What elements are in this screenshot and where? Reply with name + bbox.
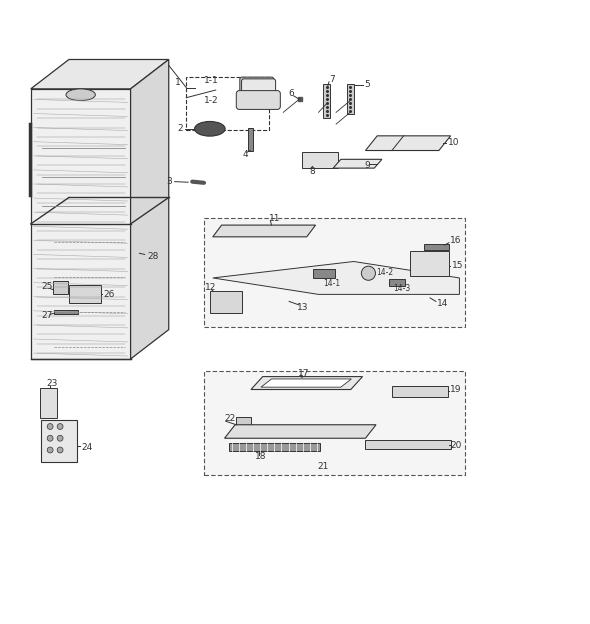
Polygon shape xyxy=(31,89,130,359)
Text: 10: 10 xyxy=(448,139,459,147)
Polygon shape xyxy=(213,225,316,237)
Bar xyxy=(69,285,101,303)
Bar xyxy=(365,440,451,449)
Text: 12: 12 xyxy=(205,283,216,292)
Text: 14-2: 14-2 xyxy=(376,268,393,276)
Text: 2: 2 xyxy=(178,124,183,134)
Text: 5: 5 xyxy=(364,80,370,89)
Bar xyxy=(54,310,78,314)
Text: 6: 6 xyxy=(288,89,294,98)
Bar xyxy=(409,251,450,276)
Polygon shape xyxy=(333,159,382,168)
Text: 23: 23 xyxy=(47,379,58,388)
Text: 1-2: 1-2 xyxy=(204,96,219,105)
Bar xyxy=(53,281,68,295)
Text: 8: 8 xyxy=(309,167,315,175)
Circle shape xyxy=(361,266,375,280)
Bar xyxy=(41,420,77,462)
Circle shape xyxy=(47,436,53,441)
Circle shape xyxy=(47,447,53,453)
Bar xyxy=(424,244,449,250)
Text: 15: 15 xyxy=(452,261,463,270)
Bar xyxy=(392,386,448,397)
Text: 1-1: 1-1 xyxy=(204,76,219,84)
Bar xyxy=(236,417,251,429)
Circle shape xyxy=(47,424,53,429)
Polygon shape xyxy=(261,379,352,387)
Bar xyxy=(389,278,405,286)
Bar xyxy=(230,443,320,451)
Text: 27: 27 xyxy=(41,311,53,320)
Text: 11: 11 xyxy=(268,213,280,223)
Circle shape xyxy=(57,436,63,441)
Text: 14: 14 xyxy=(437,300,448,308)
Polygon shape xyxy=(213,261,460,295)
FancyBboxPatch shape xyxy=(204,371,466,475)
Polygon shape xyxy=(365,136,451,150)
Polygon shape xyxy=(225,425,376,438)
Circle shape xyxy=(57,447,63,453)
Polygon shape xyxy=(31,59,169,89)
Bar xyxy=(210,291,242,313)
FancyBboxPatch shape xyxy=(240,77,274,92)
Text: 17: 17 xyxy=(298,369,309,378)
Text: 21: 21 xyxy=(317,462,329,471)
Text: 14-3: 14-3 xyxy=(394,284,411,293)
FancyBboxPatch shape xyxy=(236,90,280,109)
Bar xyxy=(347,84,354,114)
Ellipse shape xyxy=(66,89,96,100)
Text: 13: 13 xyxy=(297,303,308,312)
FancyBboxPatch shape xyxy=(241,79,276,94)
Text: 28: 28 xyxy=(147,251,158,261)
Text: 14-1: 14-1 xyxy=(323,280,340,288)
Text: 20: 20 xyxy=(450,441,461,451)
Text: 18: 18 xyxy=(255,452,267,461)
Bar xyxy=(40,388,57,417)
Text: 22: 22 xyxy=(225,414,236,423)
Text: 19: 19 xyxy=(450,385,461,394)
Text: 7: 7 xyxy=(329,75,335,84)
Polygon shape xyxy=(251,377,362,389)
Bar xyxy=(323,84,330,118)
FancyBboxPatch shape xyxy=(204,218,466,327)
Text: 26: 26 xyxy=(103,290,114,299)
FancyBboxPatch shape xyxy=(302,152,338,168)
Text: 4: 4 xyxy=(242,150,248,159)
Text: 16: 16 xyxy=(450,236,461,245)
Polygon shape xyxy=(130,59,169,359)
Bar xyxy=(248,128,253,150)
Text: 3: 3 xyxy=(166,177,172,185)
Ellipse shape xyxy=(195,122,225,136)
Text: 9: 9 xyxy=(364,161,370,170)
Text: 24: 24 xyxy=(81,442,93,452)
Bar xyxy=(313,268,335,278)
Text: 1: 1 xyxy=(175,79,181,87)
Text: 25: 25 xyxy=(41,282,53,291)
Circle shape xyxy=(57,424,63,429)
